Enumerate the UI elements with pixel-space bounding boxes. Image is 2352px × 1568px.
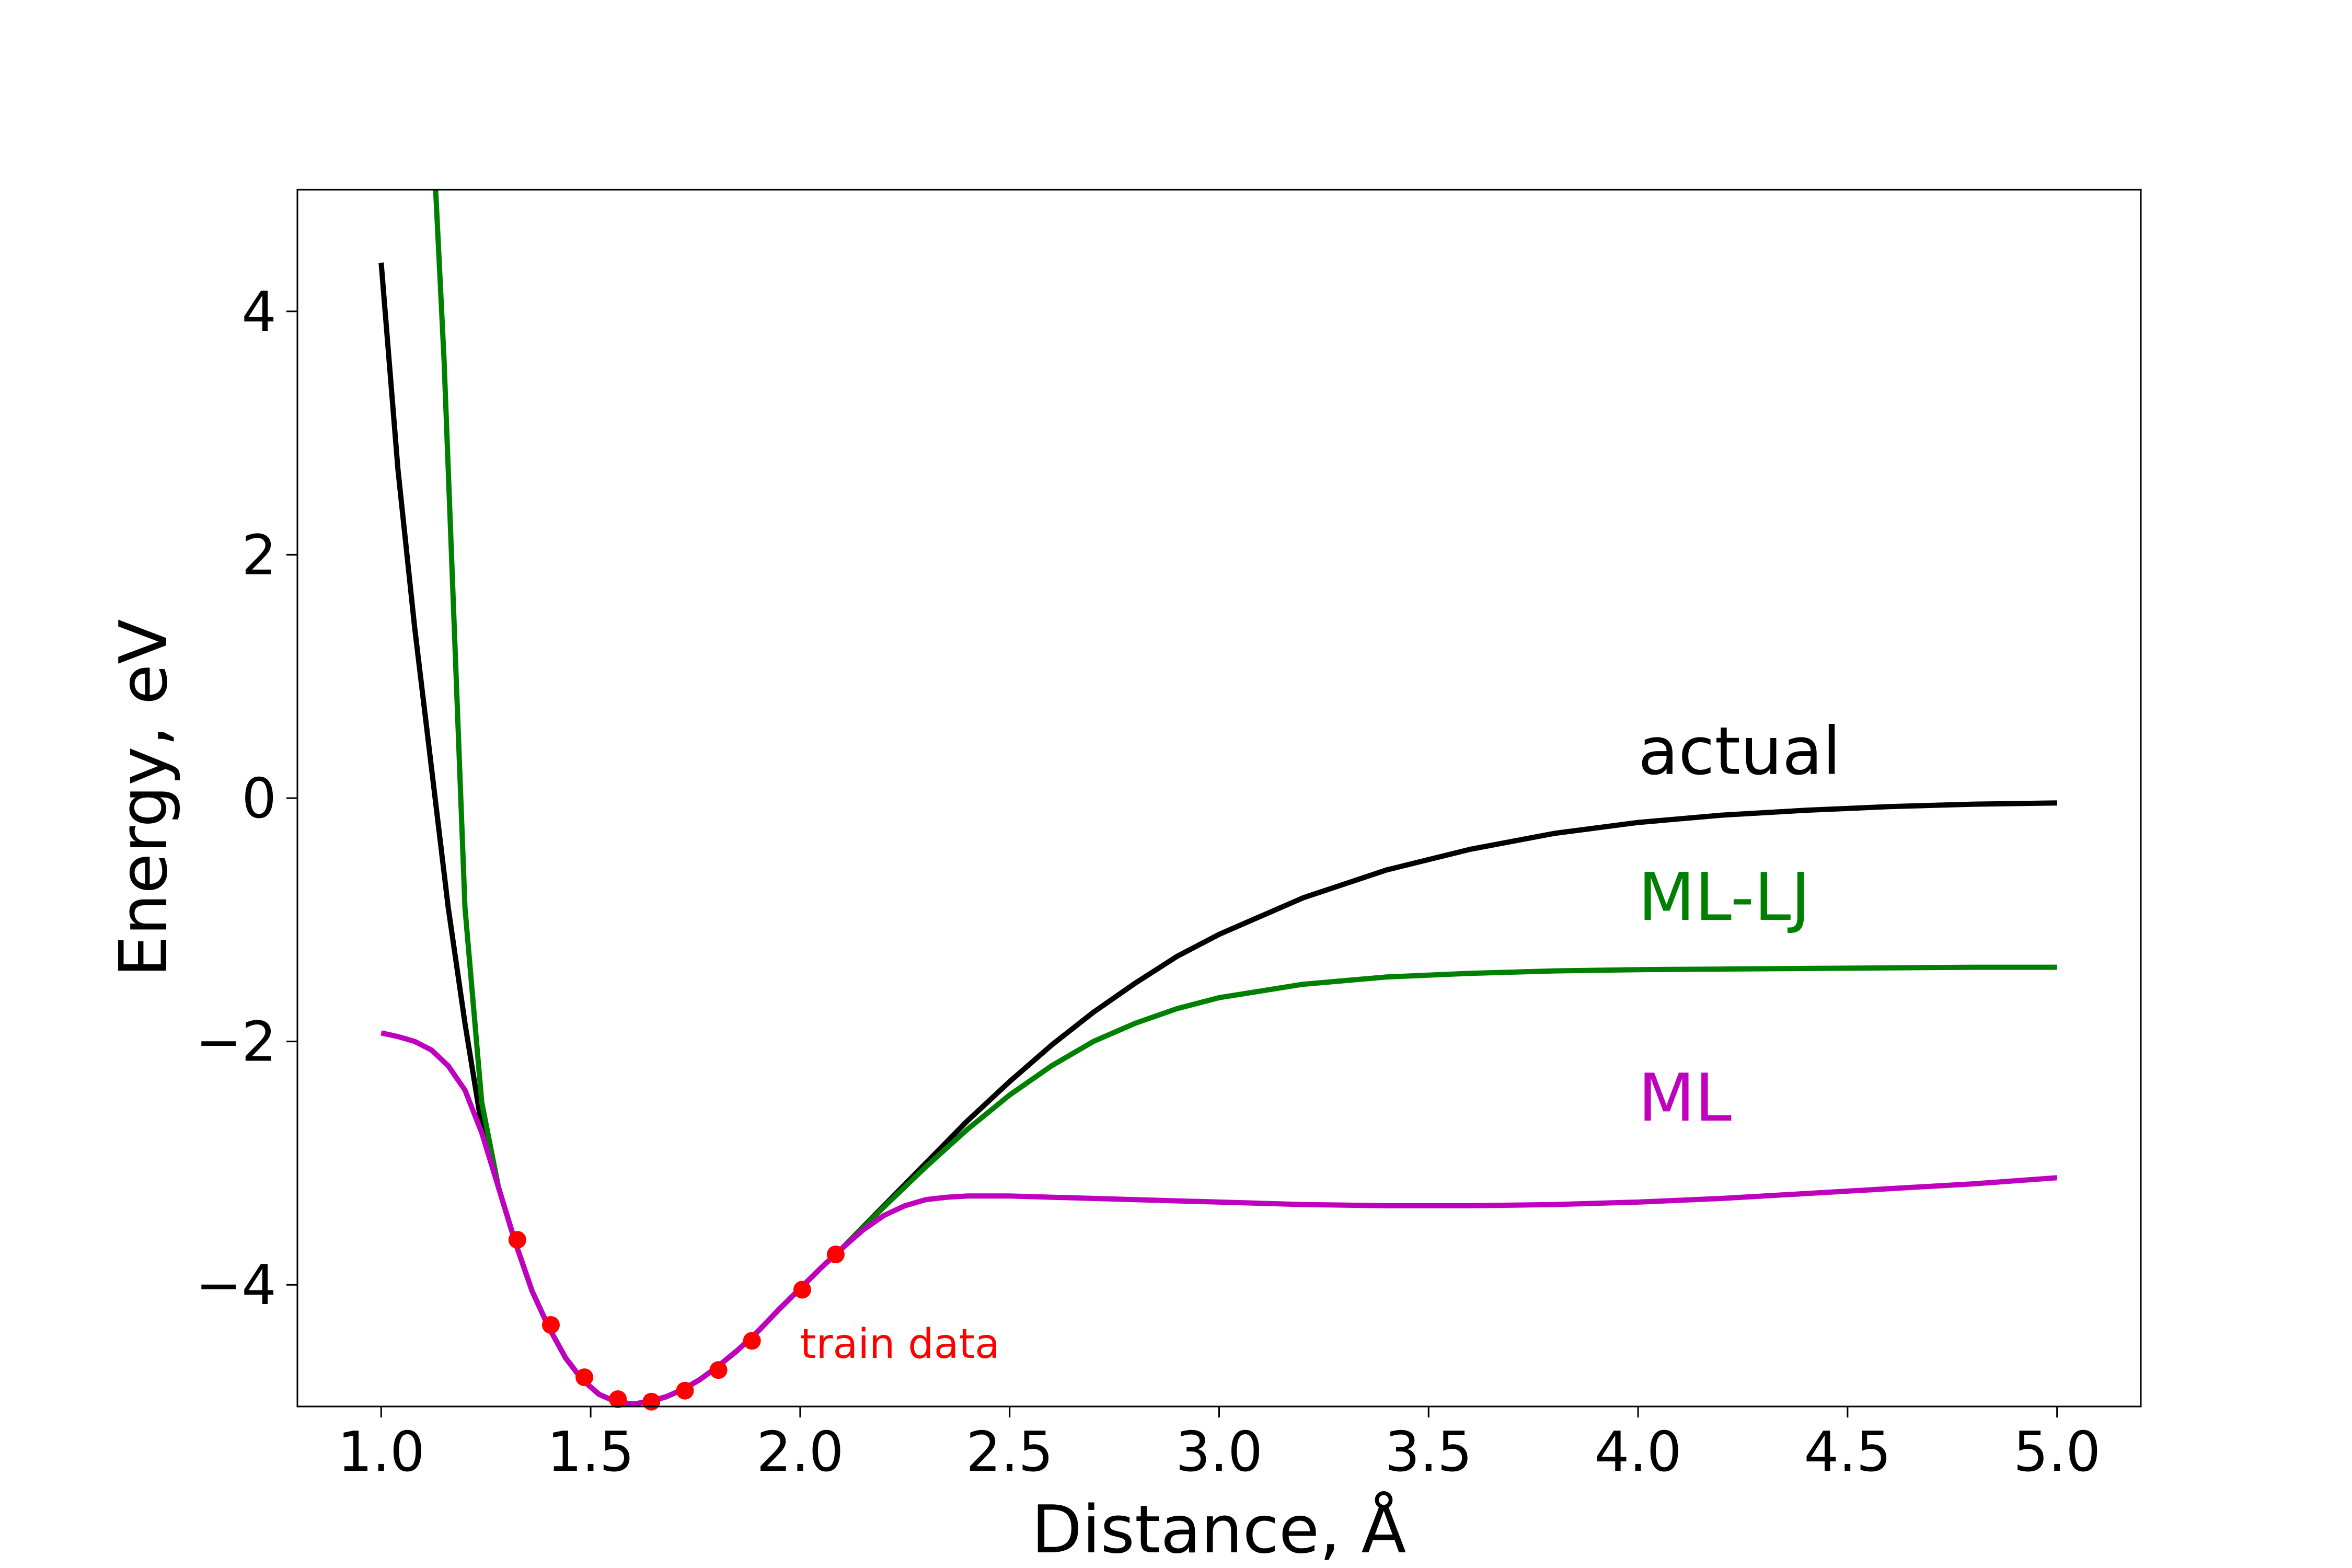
x-tick-label: 5.0 [2013,1420,2101,1484]
annotation-actual: actual [1638,712,1841,789]
x-tick-label: 3.5 [1385,1420,1472,1484]
train-data-point [827,1246,845,1263]
train-data-point [575,1368,594,1387]
series-line-ml [381,1030,2058,1406]
annotation-train-data: train data [800,1321,1000,1368]
annotations: actual ML-LJ ML train data [800,712,1841,1367]
y-tick-label: −2 [195,1010,276,1074]
y-tick-label: 0 [241,767,276,831]
annotation-ml: ML [1638,1059,1732,1136]
x-axis-label: Distance, Å [1031,1491,1406,1568]
x-tick-label: 4.5 [1804,1420,1891,1484]
train-data-point [642,1392,661,1411]
annotation-ml-lj: ML-LJ [1638,859,1811,936]
train-data-point [609,1390,627,1408]
y-tick-label: −4 [195,1253,276,1317]
train-data-point [709,1361,728,1379]
x-tick-label: 3.0 [1175,1420,1263,1484]
y-axis-label: Energy, eV [105,619,182,977]
train-data-point [793,1281,811,1299]
x-tick-label: 2.5 [966,1420,1053,1484]
series-layer [378,190,2058,1406]
y-tick-label: 4 [241,280,276,344]
y-tick-label: 2 [241,523,276,587]
x-tick-label: 1.0 [338,1420,425,1484]
y-axis-ticks: −4 −2 0 2 4 [195,280,297,1317]
train-data-point [743,1332,761,1350]
train-data-point [542,1316,560,1334]
train-data-point [676,1381,694,1400]
x-tick-label: 2.0 [756,1420,844,1484]
x-tick-label: 4.0 [1595,1420,1682,1484]
x-axis-ticks: 1.0 1.5 2.0 2.5 3.0 3.5 4.0 4.5 5.0 [338,1406,2101,1484]
train-data-point [508,1231,526,1249]
x-tick-label: 1.5 [547,1420,635,1484]
